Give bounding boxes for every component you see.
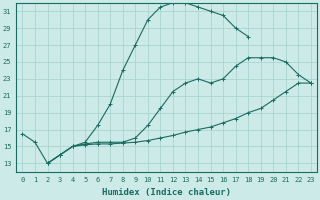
X-axis label: Humidex (Indice chaleur): Humidex (Indice chaleur) bbox=[102, 188, 231, 197]
